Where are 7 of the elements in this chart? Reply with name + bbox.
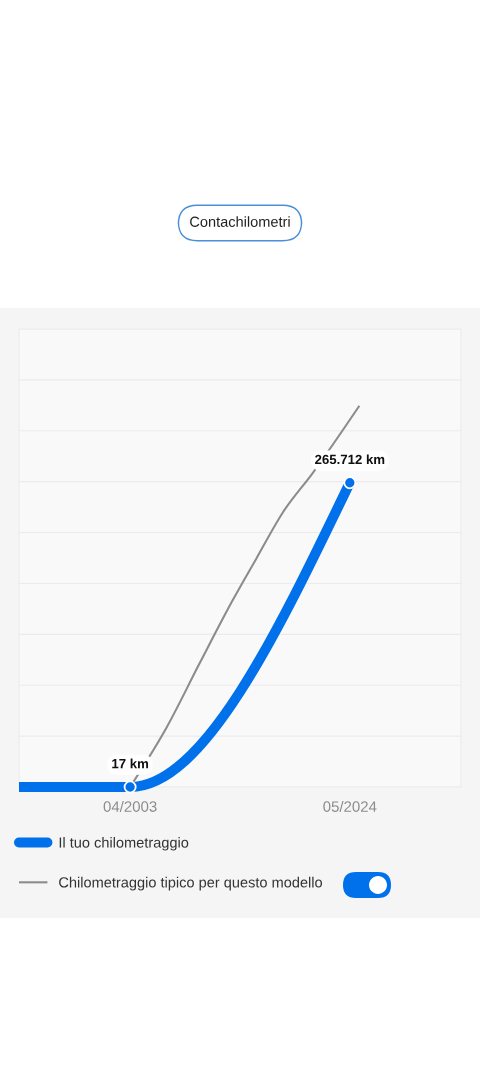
legend-label: Chilometraggio tipico per questo modello	[59, 876, 323, 891]
x-tick-label: 04/2003	[103, 800, 157, 812]
chart-title: Contachilometri	[190, 216, 290, 227]
data-label: 265.712 km	[315, 454, 385, 465]
data-label: 17 km	[112, 758, 149, 769]
x-tick-label: 05/2024	[323, 800, 377, 812]
legend-label: Il tuo chilometraggio	[59, 837, 189, 851]
